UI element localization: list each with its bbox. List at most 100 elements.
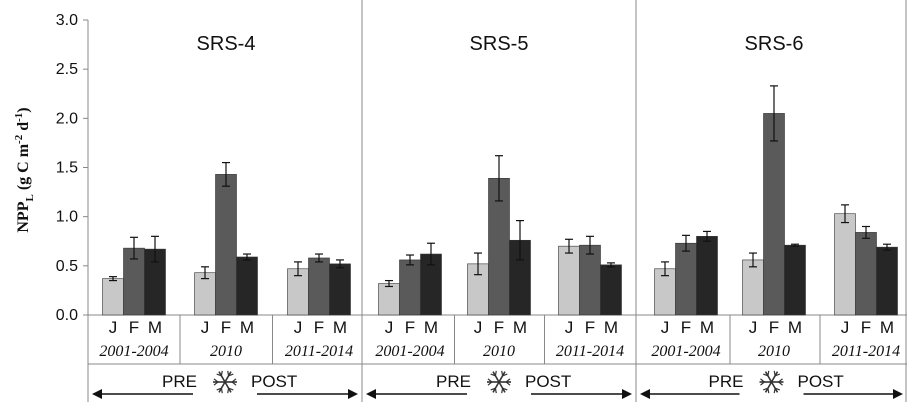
snowflake-icon xyxy=(502,373,508,377)
snowflake-icon xyxy=(767,388,770,394)
left-arrowhead xyxy=(366,389,376,399)
bar-J xyxy=(102,278,124,316)
snowflake-icon xyxy=(487,378,493,383)
bar-letter-J: J xyxy=(841,318,850,337)
bar-letter-F: F xyxy=(314,318,324,337)
bar-M xyxy=(600,264,622,316)
snowflake-icon xyxy=(774,373,781,377)
snowflake-icon xyxy=(773,388,776,394)
bar-letter-F: F xyxy=(405,318,415,337)
bar-letter-M: M xyxy=(700,318,714,337)
snowflake-icon xyxy=(490,387,496,391)
bar-letter-M: M xyxy=(424,318,438,337)
bar-letter-J: J xyxy=(749,318,758,337)
bar-letter-J: J xyxy=(201,318,210,337)
pre-label: PRE xyxy=(162,372,197,391)
snowflake-icon xyxy=(213,381,219,386)
panel-title: SRS-6 xyxy=(745,33,804,55)
y-tick-label: 3.0 xyxy=(56,12,78,29)
bar-letter-M: M xyxy=(604,318,618,337)
bar-letter-J: J xyxy=(109,318,118,337)
bar-F xyxy=(763,113,785,316)
snowflake-icon xyxy=(764,371,773,383)
snowflake-icon xyxy=(490,373,496,377)
y-tick-label: 2.5 xyxy=(56,61,78,78)
bar-letter-M: M xyxy=(148,318,162,337)
y-tick-label: 2.0 xyxy=(56,110,78,127)
bar-M xyxy=(784,244,806,316)
y-tick-label: 1.0 xyxy=(56,209,78,226)
bar-J xyxy=(834,213,856,316)
period-label: 2001-2004 xyxy=(651,343,720,360)
snowflake-icon xyxy=(216,373,222,377)
bar-letter-F: F xyxy=(221,318,231,337)
snowflake-icon xyxy=(213,378,219,383)
snowflake-icon xyxy=(498,371,506,383)
bar-F xyxy=(215,174,237,316)
snowflake-icon xyxy=(770,381,779,393)
snowflake-icon xyxy=(505,381,511,386)
post-label: POST xyxy=(798,372,844,391)
bar-J xyxy=(378,283,400,316)
snowflake-icon xyxy=(220,388,223,394)
snowflake-icon xyxy=(762,387,769,391)
bar-J xyxy=(558,245,580,316)
period-label: 2011-2014 xyxy=(285,343,353,360)
bar-F xyxy=(579,244,601,316)
bar-letter-M: M xyxy=(788,318,802,337)
bar-letter-J: J xyxy=(565,318,574,337)
snowflake-icon xyxy=(494,370,497,376)
snowflake-icon xyxy=(501,388,504,394)
bar-letter-F: F xyxy=(681,318,691,337)
pre-label: PRE xyxy=(709,372,744,391)
snowflake-icon xyxy=(778,381,783,386)
bar-M xyxy=(876,246,898,316)
bar-F xyxy=(399,259,421,316)
bar-M xyxy=(236,256,258,316)
snowflake-icon xyxy=(494,388,497,394)
snowflake-icon xyxy=(502,387,508,391)
snowflake-icon xyxy=(231,378,237,383)
snowflake-icon xyxy=(505,378,511,383)
bar-letter-M: M xyxy=(240,318,254,337)
panel-title: SRS-4 xyxy=(197,33,256,55)
snowflake-icon xyxy=(492,381,500,393)
period-label: 2010 xyxy=(483,343,515,360)
snowflake-icon xyxy=(778,378,783,383)
bar-F xyxy=(855,232,877,316)
snowflake-icon xyxy=(227,370,230,376)
snowflake-icon xyxy=(760,381,765,386)
snowflake-icon xyxy=(492,371,500,383)
bar-M xyxy=(329,263,351,316)
right-arrowhead xyxy=(893,389,903,399)
snowflake-icon xyxy=(760,378,765,383)
panel-title: SRS-5 xyxy=(470,33,529,55)
bar-letter-J: J xyxy=(661,318,670,337)
bar-M xyxy=(696,236,718,316)
snowflake-icon xyxy=(774,387,781,391)
bar-letter-M: M xyxy=(333,318,347,337)
bar-letter-F: F xyxy=(861,318,871,337)
period-label: 2011-2014 xyxy=(832,343,900,360)
snowflake-icon xyxy=(501,370,504,376)
y-tick-label: 0.0 xyxy=(56,307,78,324)
post-label: POST xyxy=(251,372,297,391)
bar-F xyxy=(308,257,330,316)
bar-letter-J: J xyxy=(385,318,394,337)
snowflake-icon xyxy=(218,381,226,393)
right-arrowhead xyxy=(622,389,632,399)
snowflake-icon xyxy=(773,370,776,376)
bar-letter-M: M xyxy=(513,318,527,337)
snowflake-icon xyxy=(216,387,222,391)
snowflake-icon xyxy=(764,381,773,393)
snowflake-icon xyxy=(227,388,230,394)
y-tick-label: 1.5 xyxy=(56,160,78,177)
bar-letter-J: J xyxy=(294,318,303,337)
period-label: 2010 xyxy=(758,343,790,360)
snowflake-icon xyxy=(767,370,770,376)
bar-letter-J: J xyxy=(474,318,483,337)
period-label: 2001-2004 xyxy=(99,343,168,360)
snowflake-icon xyxy=(498,381,506,393)
